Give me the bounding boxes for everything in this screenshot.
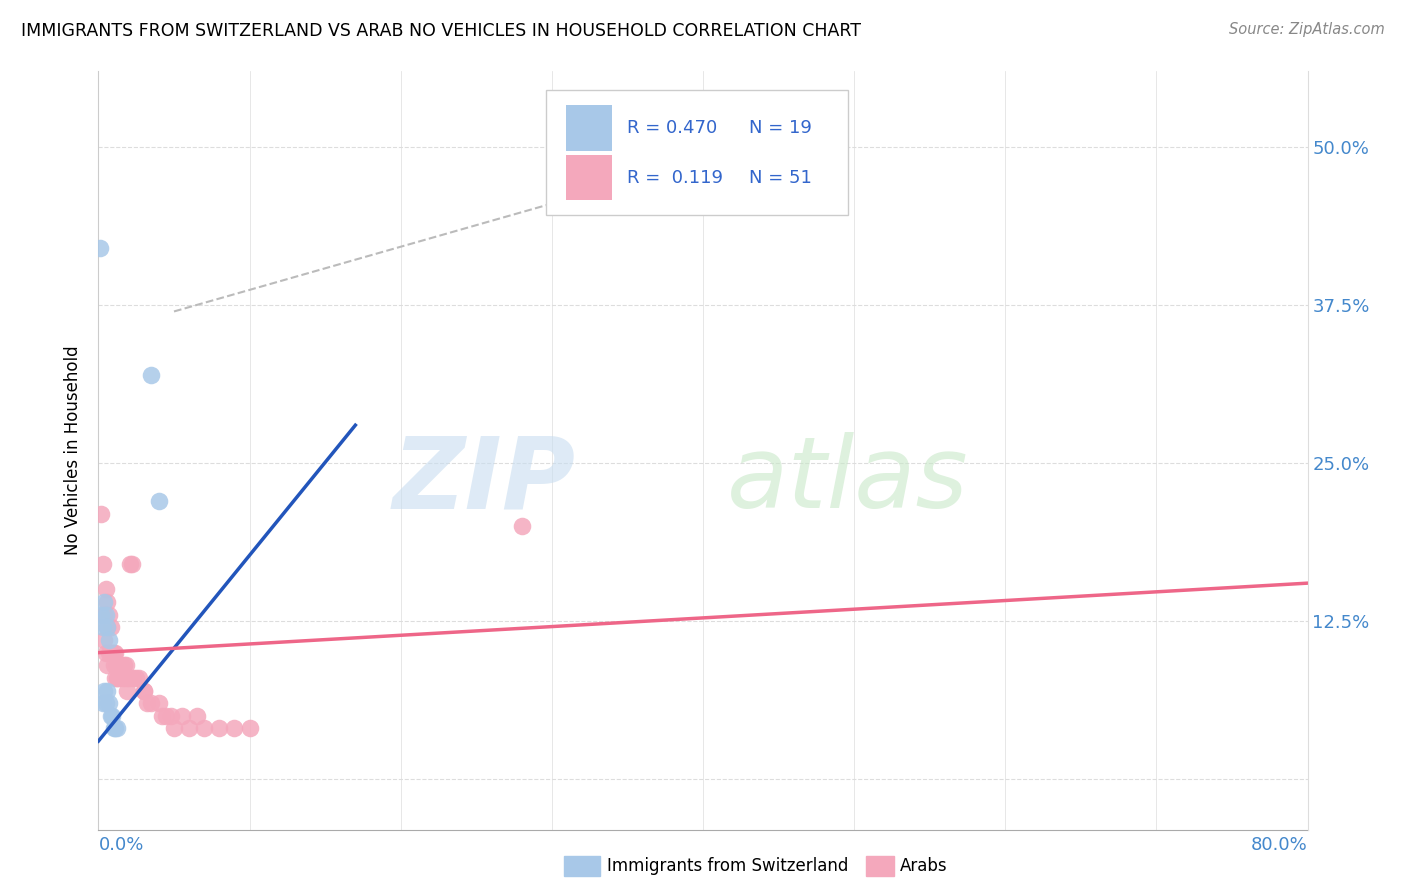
Text: Immigrants from Switzerland: Immigrants from Switzerland (607, 857, 849, 875)
Point (93, 633, 115, 648)
Y-axis label: No Vehicles in Household: No Vehicles in Household (65, 345, 83, 556)
Point (163, 722, 186, 736)
Point (103, 646, 125, 660)
Point (112, 658, 135, 673)
Point (94, 696, 117, 710)
Point (90, 507, 112, 521)
Point (121, 557, 143, 572)
FancyBboxPatch shape (567, 155, 613, 201)
Point (89, 241, 111, 255)
Point (104, 646, 127, 660)
Point (135, 696, 157, 710)
Point (100, 708, 122, 723)
Point (128, 671, 150, 685)
Point (170, 708, 193, 723)
Text: Source: ZipAtlas.com: Source: ZipAtlas.com (1229, 22, 1385, 37)
Point (224, 722, 246, 736)
Point (96, 620, 118, 634)
Point (105, 722, 128, 736)
Point (105, 671, 128, 685)
FancyBboxPatch shape (546, 90, 848, 216)
Point (96, 683, 118, 698)
Text: 0.0%: 0.0% (98, 836, 143, 854)
Point (141, 368, 163, 382)
Point (110, 658, 132, 673)
Point (98, 696, 121, 710)
Point (105, 658, 128, 673)
Point (93, 607, 115, 622)
Text: IMMIGRANTS FROM SWITZERLAND VS ARAB NO VEHICLES IN HOUSEHOLD CORRELATION CHART: IMMIGRANTS FROM SWITZERLAND VS ARAB NO V… (21, 22, 860, 40)
Point (98, 607, 121, 622)
Point (115, 683, 138, 698)
Point (148, 696, 170, 710)
Point (125, 671, 148, 685)
Point (120, 557, 142, 572)
Point (179, 722, 201, 736)
Point (160, 708, 183, 723)
Point (100, 620, 122, 634)
Point (186, 708, 208, 723)
Point (94, 646, 117, 660)
Point (101, 646, 124, 660)
Point (193, 722, 215, 736)
Text: N = 51: N = 51 (749, 169, 811, 186)
Point (100, 646, 122, 660)
Point (208, 722, 231, 736)
Point (114, 671, 136, 685)
Bar (564, 856, 600, 876)
Point (118, 671, 141, 685)
Text: R = 0.470: R = 0.470 (627, 120, 717, 137)
Point (239, 722, 262, 736)
Point (94, 582, 117, 597)
Point (148, 494, 170, 508)
Point (155, 708, 177, 723)
Point (94, 607, 117, 622)
Point (98, 646, 121, 660)
Point (93, 683, 115, 698)
Point (104, 671, 127, 685)
Text: R =  0.119: R = 0.119 (627, 169, 723, 186)
Point (114, 658, 136, 673)
Point (107, 671, 129, 685)
Point (101, 708, 124, 723)
Text: N = 19: N = 19 (749, 120, 811, 137)
Point (104, 722, 127, 736)
Point (96, 620, 118, 634)
Point (96, 658, 118, 673)
Point (122, 671, 145, 685)
Point (510, 519, 533, 533)
Text: atlas: atlas (727, 433, 969, 529)
Point (111, 671, 134, 685)
Point (91, 620, 114, 634)
Point (132, 683, 155, 698)
Point (132, 683, 155, 698)
Point (96, 595, 118, 609)
Point (93, 595, 115, 609)
Bar (866, 856, 894, 876)
Point (108, 658, 131, 673)
Point (103, 658, 125, 673)
Point (103, 722, 125, 736)
Text: 80.0%: 80.0% (1251, 836, 1308, 854)
Text: ZIP: ZIP (394, 433, 576, 529)
Point (98, 633, 121, 648)
FancyBboxPatch shape (567, 105, 613, 151)
Text: Arabs: Arabs (900, 857, 948, 875)
Point (141, 696, 163, 710)
Point (91, 696, 114, 710)
Point (150, 708, 173, 723)
Point (90, 607, 112, 622)
Point (91, 557, 114, 572)
